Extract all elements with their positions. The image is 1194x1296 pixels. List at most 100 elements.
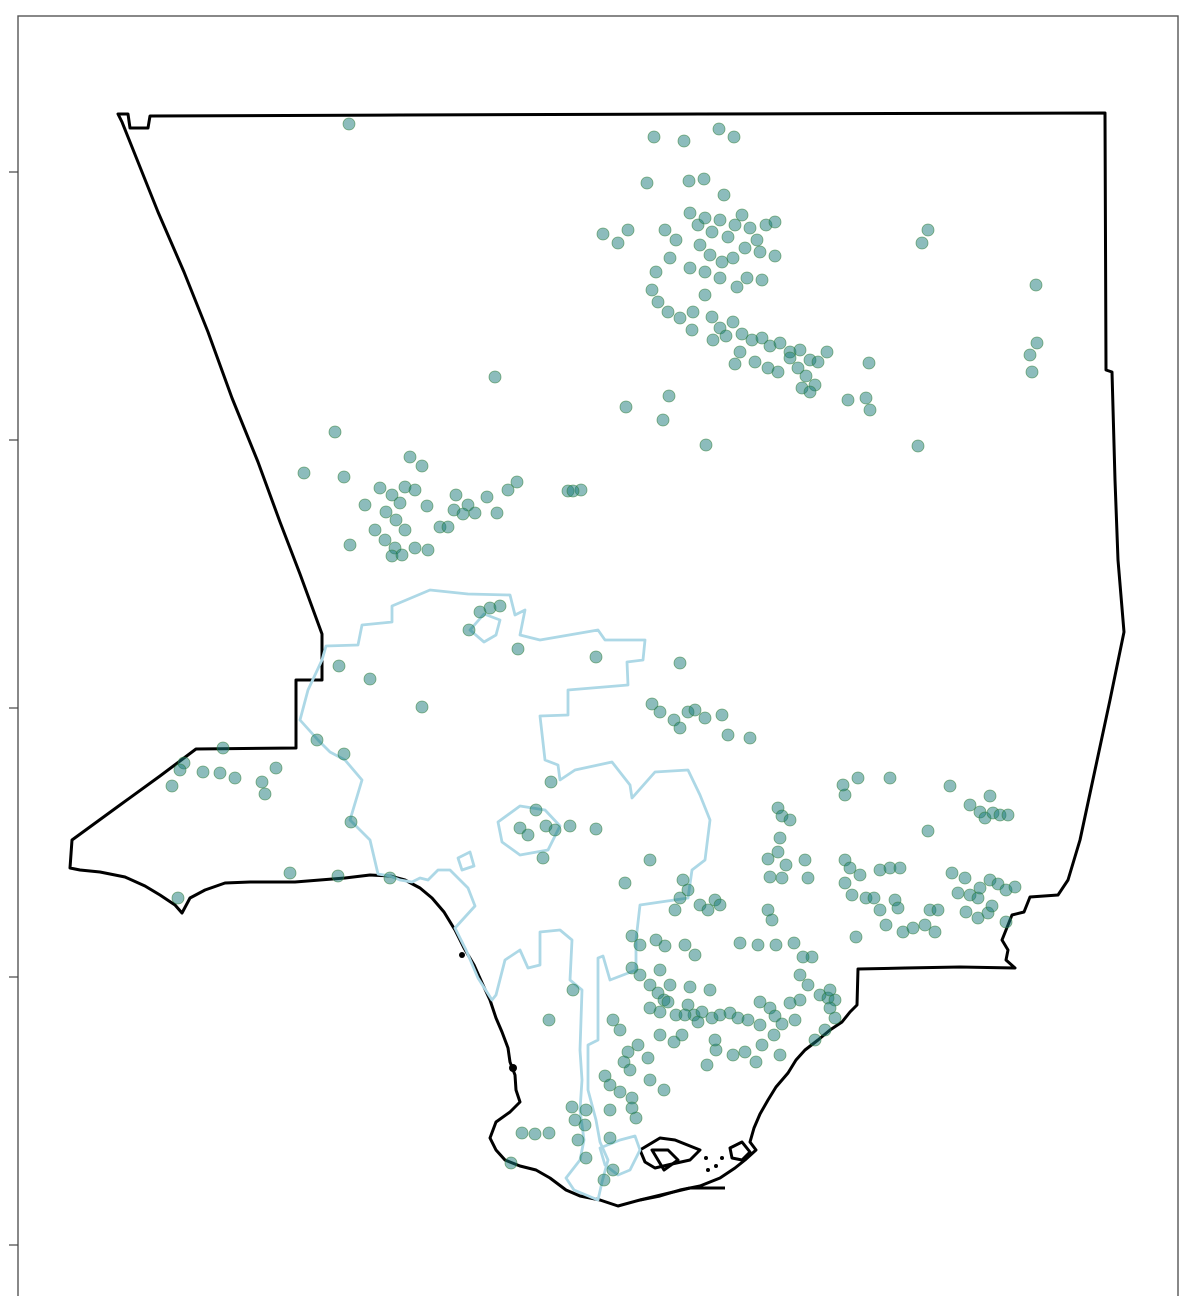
- data-point: [297, 466, 311, 480]
- data-point: [862, 356, 876, 370]
- data-point: [867, 891, 881, 905]
- data-point: [641, 1051, 655, 1065]
- data-point: [677, 134, 691, 148]
- data-point: [344, 815, 358, 829]
- data-point: [771, 365, 785, 379]
- data-point: [793, 343, 807, 357]
- data-point: [566, 983, 580, 997]
- data-point: [721, 728, 735, 742]
- data-point: [761, 852, 775, 866]
- data-point: [571, 1133, 585, 1147]
- data-point: [783, 996, 797, 1010]
- data-point: [165, 779, 179, 793]
- data-point: [753, 1018, 767, 1032]
- data-point: [462, 623, 476, 637]
- data-point: [999, 915, 1013, 929]
- data-point: [985, 899, 999, 913]
- data-point: [342, 117, 356, 131]
- data-point: [415, 459, 429, 473]
- data-point: [753, 995, 767, 1009]
- city-boundary-detail: [496, 804, 562, 857]
- data-point: [686, 305, 700, 319]
- data-point: [269, 761, 283, 775]
- data-point: [698, 711, 712, 725]
- data-point: [775, 1017, 789, 1031]
- data-point: [343, 538, 357, 552]
- data-point: [775, 871, 789, 885]
- data-point: [589, 650, 603, 664]
- data-point: [578, 1118, 592, 1132]
- data-point: [643, 978, 657, 992]
- data-point: [763, 870, 777, 884]
- data-point: [735, 327, 749, 341]
- data-point: [823, 983, 837, 997]
- data-point: [668, 903, 682, 917]
- data-point: [787, 936, 801, 950]
- data-point: [603, 1078, 617, 1092]
- data-point: [728, 218, 742, 232]
- y-axis-ticks: [9, 171, 18, 1246]
- data-point: [735, 208, 749, 222]
- data-point: [928, 925, 942, 939]
- data-point: [1023, 348, 1037, 362]
- data-point: [700, 1058, 714, 1072]
- data-point: [579, 1151, 593, 1165]
- data-point: [408, 541, 422, 555]
- data-point: [565, 1100, 579, 1114]
- data-point: [906, 921, 920, 935]
- data-point: [171, 891, 185, 905]
- data-point: [603, 1103, 617, 1117]
- data-point: [363, 672, 377, 686]
- data-point: [698, 288, 712, 302]
- data-point: [613, 1085, 627, 1099]
- data-point: [468, 506, 482, 520]
- data-point: [911, 439, 925, 453]
- data-point: [669, 233, 683, 247]
- data-point: [643, 1073, 657, 1087]
- data-point: [597, 1173, 611, 1187]
- data-point: [733, 936, 747, 950]
- data-point: [657, 1083, 671, 1097]
- data-point: [688, 948, 702, 962]
- city-boundary: [298, 588, 712, 1202]
- data-point: [951, 886, 965, 900]
- data-point: [528, 1127, 542, 1141]
- data-point: [1030, 336, 1044, 350]
- data-point: [713, 271, 727, 285]
- data-point: [973, 881, 987, 895]
- data-point: [727, 130, 741, 144]
- data-point: [773, 831, 787, 845]
- data-point: [373, 481, 387, 495]
- data-point: [749, 1055, 763, 1069]
- data-point: [653, 1028, 667, 1042]
- county-boundary: [68, 111, 1126, 1208]
- data-point: [661, 305, 675, 319]
- data-point: [915, 236, 929, 250]
- data-point: [798, 853, 812, 867]
- data-point: [368, 523, 382, 537]
- data-point: [811, 355, 825, 369]
- data-point: [673, 656, 687, 670]
- data-point: [510, 475, 524, 489]
- data-point: [793, 968, 807, 982]
- data-point: [849, 930, 863, 944]
- data-point: [750, 233, 764, 247]
- data-point: [511, 642, 525, 656]
- data-point: [703, 248, 717, 262]
- data-point: [682, 174, 696, 188]
- data-point: [1001, 808, 1015, 822]
- data-point: [640, 176, 654, 190]
- data-point: [808, 1033, 822, 1047]
- data-point: [228, 771, 242, 785]
- data-point: [563, 819, 577, 833]
- data-point: [596, 227, 610, 241]
- data-point: [879, 918, 893, 932]
- data-point: [713, 898, 727, 912]
- data-point: [663, 251, 677, 265]
- data-point: [625, 1101, 639, 1115]
- data-point: [717, 188, 731, 202]
- data-point: [566, 484, 580, 498]
- data-point: [791, 361, 805, 375]
- data-point: [788, 1013, 802, 1027]
